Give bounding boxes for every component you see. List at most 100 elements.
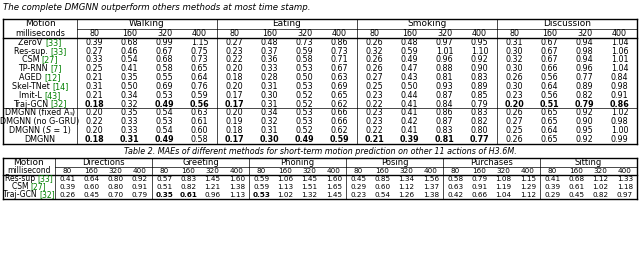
Text: 0.88: 0.88: [436, 64, 453, 73]
Text: 80: 80: [547, 168, 557, 174]
Text: 160: 160: [376, 168, 389, 174]
Text: 0.59: 0.59: [330, 135, 349, 144]
Text: TP-RNN: TP-RNN: [19, 64, 51, 73]
Text: 0.61: 0.61: [568, 184, 584, 190]
Text: 0.70: 0.70: [108, 191, 124, 197]
Text: 0.31: 0.31: [86, 82, 103, 91]
Text: 0.20: 0.20: [504, 100, 524, 109]
Text: 1.32: 1.32: [301, 191, 317, 197]
Text: 400: 400: [472, 29, 487, 38]
Text: 0.23: 0.23: [350, 191, 366, 197]
Text: 0.97: 0.97: [436, 38, 453, 47]
Text: 160: 160: [542, 29, 557, 38]
Text: Motion: Motion: [13, 157, 44, 166]
Text: Purchases: Purchases: [470, 157, 513, 166]
Text: 0.52: 0.52: [296, 100, 314, 109]
Text: 0.21: 0.21: [86, 91, 103, 100]
Text: 0.35: 0.35: [121, 108, 138, 117]
Text: [32]: [32]: [39, 190, 55, 199]
Text: 0.80: 0.80: [108, 176, 124, 182]
Text: 160: 160: [402, 29, 417, 38]
Text: Directions: Directions: [82, 157, 125, 166]
Text: [27]: [27]: [42, 55, 58, 64]
Text: 1.12: 1.12: [593, 176, 609, 182]
Text: 0.41: 0.41: [59, 176, 75, 182]
Text: 0.22: 0.22: [365, 126, 383, 135]
Text: = 1): = 1): [51, 126, 71, 135]
Text: 0.39: 0.39: [86, 38, 103, 47]
Text: 80: 80: [159, 168, 169, 174]
Text: 0.92: 0.92: [470, 55, 488, 64]
Text: Phoning: Phoning: [280, 157, 315, 166]
Text: 0.53: 0.53: [252, 191, 270, 197]
Text: 0.89: 0.89: [470, 82, 488, 91]
Text: 0.27: 0.27: [506, 117, 524, 126]
Text: 1.60: 1.60: [326, 176, 342, 182]
Text: 0.21: 0.21: [86, 73, 103, 82]
Text: 0.20: 0.20: [226, 64, 243, 73]
Text: 0.22: 0.22: [226, 55, 243, 64]
Text: 0.45: 0.45: [350, 176, 366, 182]
Text: 0.79: 0.79: [575, 100, 595, 109]
Text: 0.80: 0.80: [108, 184, 124, 190]
Text: 0.46: 0.46: [121, 47, 138, 56]
Text: 0.79: 0.79: [470, 100, 488, 109]
Text: 80: 80: [230, 29, 239, 38]
Text: The complete DMGNN outperform others methods at most time stamp.: The complete DMGNN outperform others met…: [3, 3, 310, 12]
Text: 0.71: 0.71: [331, 55, 348, 64]
Text: 0.82: 0.82: [180, 184, 196, 190]
Text: 0.44: 0.44: [401, 91, 419, 100]
Text: 0.83: 0.83: [471, 108, 488, 117]
Text: 0.95: 0.95: [575, 126, 593, 135]
Text: 0.27: 0.27: [86, 47, 104, 56]
Text: DMGNN (fixed: DMGNN (fixed: [5, 108, 63, 117]
Text: Skel-TNet: Skel-TNet: [12, 82, 52, 91]
Text: 0.32: 0.32: [260, 117, 278, 126]
Text: 0.49: 0.49: [155, 100, 174, 109]
Text: 0.68: 0.68: [568, 176, 584, 182]
Text: 0.28: 0.28: [260, 73, 278, 82]
Text: 0.68: 0.68: [156, 55, 173, 64]
Text: 1.06: 1.06: [611, 47, 628, 56]
Text: 0.82: 0.82: [470, 117, 488, 126]
Text: 0.69: 0.69: [331, 82, 348, 91]
Text: 0.56: 0.56: [189, 100, 209, 109]
Text: DMGNN: DMGNN: [24, 135, 56, 144]
Text: 0.93: 0.93: [436, 82, 453, 91]
Text: 160: 160: [84, 168, 99, 174]
Text: 0.64: 0.64: [83, 176, 99, 182]
Text: 0.23: 0.23: [365, 108, 383, 117]
Text: 0.41: 0.41: [401, 108, 419, 117]
Text: 80: 80: [257, 168, 266, 174]
Text: 1.29: 1.29: [520, 184, 536, 190]
Text: 80: 80: [90, 29, 99, 38]
Text: 0.35: 0.35: [155, 191, 173, 197]
Text: 0.84: 0.84: [611, 73, 628, 82]
Text: 1.10: 1.10: [471, 47, 488, 56]
Text: 0.25: 0.25: [365, 82, 383, 91]
Text: 0.60: 0.60: [83, 184, 99, 190]
Text: 1.01: 1.01: [436, 47, 453, 56]
Text: 0.25: 0.25: [506, 126, 524, 135]
Text: 0.37: 0.37: [260, 47, 278, 56]
Text: 0.42: 0.42: [447, 191, 463, 197]
Text: 0.33: 0.33: [121, 126, 138, 135]
Text: 0.34: 0.34: [260, 108, 278, 117]
Text: 0.33: 0.33: [121, 117, 138, 126]
Text: 0.29: 0.29: [350, 184, 366, 190]
Text: 0.17: 0.17: [226, 91, 243, 100]
Text: 320: 320: [400, 168, 413, 174]
Text: 0.23: 0.23: [506, 91, 524, 100]
Text: 0.82: 0.82: [593, 191, 609, 197]
Text: 1.02: 1.02: [611, 108, 628, 117]
Text: 0.64: 0.64: [541, 82, 558, 91]
Text: 0.65: 0.65: [541, 108, 558, 117]
Text: 0.61: 0.61: [191, 117, 208, 126]
Text: 0.41: 0.41: [401, 100, 419, 109]
Text: S: S: [45, 126, 51, 135]
Text: 1.13: 1.13: [277, 184, 293, 190]
Text: 400: 400: [618, 168, 632, 174]
Text: 0.45: 0.45: [83, 191, 99, 197]
Text: 0.18: 0.18: [226, 126, 243, 135]
Text: 0.18: 0.18: [226, 73, 243, 82]
